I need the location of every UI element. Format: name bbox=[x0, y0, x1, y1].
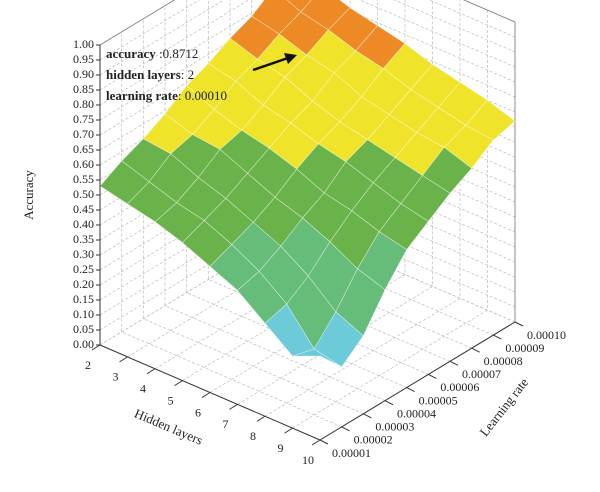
y-axis-title: Learning rate bbox=[476, 375, 531, 439]
z-tick-label: 0.30 bbox=[73, 247, 94, 261]
z-tick-label: 0.80 bbox=[73, 97, 94, 111]
z-tick-label: 0.05 bbox=[73, 322, 94, 336]
tick-mark bbox=[174, 380, 183, 387]
tick-mark bbox=[91, 344, 101, 351]
x-tick-label: 8 bbox=[250, 429, 256, 443]
tick-mark bbox=[514, 321, 524, 327]
tick-mark bbox=[146, 368, 156, 375]
x-tick-label: 6 bbox=[195, 405, 201, 419]
x-tick-label: 3 bbox=[113, 370, 119, 384]
tick-mark bbox=[284, 427, 293, 434]
y-tick-label: 0.00005 bbox=[419, 393, 458, 407]
grid-line bbox=[99, 0, 516, 61]
grid-line bbox=[99, 0, 516, 76]
surface bbox=[99, 0, 516, 368]
y-tick-label: 0.00007 bbox=[462, 367, 501, 381]
z-axis-title: Accuracy bbox=[21, 170, 36, 220]
z-tick-label: 0.00 bbox=[73, 337, 94, 351]
grid-line bbox=[99, 0, 516, 106]
z-tick-label: 0.55 bbox=[73, 172, 94, 186]
z-tick-label: 0.50 bbox=[73, 187, 94, 201]
y-tick-label: 0.00006 bbox=[440, 380, 479, 394]
box-edge bbox=[463, 0, 516, 23]
tick-mark bbox=[493, 334, 502, 340]
z-tick-label: 0.20 bbox=[73, 277, 94, 291]
annotation-line: hidden layers: 2 bbox=[106, 67, 194, 82]
tick-mark bbox=[201, 392, 211, 398]
annotation: accuracy :0.8712 hidden layers: 2 learni… bbox=[106, 46, 297, 103]
annotation-label: learning rate bbox=[106, 88, 178, 103]
y-tick-label: 0.00010 bbox=[527, 328, 566, 342]
annotation-label: hidden layers bbox=[106, 67, 181, 82]
tick-mark bbox=[341, 426, 350, 432]
z-tick-label: 0.15 bbox=[73, 292, 94, 306]
z-tick-label: 0.35 bbox=[73, 232, 94, 246]
axis-line bbox=[319, 321, 516, 441]
box-edge bbox=[99, 0, 176, 46]
z-tick-label: 0.45 bbox=[73, 202, 94, 216]
z-tick-label: 1.00 bbox=[73, 37, 94, 51]
y-tick-label: 0.00008 bbox=[484, 354, 523, 368]
annotation-value: : 2 bbox=[181, 67, 194, 82]
y-tick-label: 0.00004 bbox=[397, 406, 436, 420]
grid-line bbox=[99, 0, 516, 91]
z-tick-label: 0.95 bbox=[73, 52, 94, 66]
tick-mark bbox=[384, 400, 394, 406]
tick-mark bbox=[428, 373, 437, 379]
z-tick-label: 0.90 bbox=[73, 67, 94, 81]
tick-mark bbox=[119, 356, 128, 363]
annotation-line: accuracy :0.8712 bbox=[106, 46, 198, 61]
annotation-line: learning rate: 0.00010 bbox=[106, 88, 227, 103]
surface-patch bbox=[292, 348, 343, 368]
x-tick-label: 9 bbox=[278, 441, 284, 455]
y-tick-label: 0.00001 bbox=[332, 446, 371, 460]
x-tick-label: 7 bbox=[223, 417, 229, 431]
x-tick-label: 10 bbox=[302, 453, 314, 467]
tick-mark bbox=[471, 347, 480, 353]
z-tick-label: 0.60 bbox=[73, 157, 94, 171]
z-tick-label: 0.40 bbox=[73, 217, 94, 231]
z-tick-label: 0.70 bbox=[73, 127, 94, 141]
z-tick-label: 0.85 bbox=[73, 82, 94, 96]
y-tick-label: 0.00002 bbox=[354, 433, 393, 447]
z-tick-label: 0.25 bbox=[73, 262, 94, 276]
x-tick-label: 5 bbox=[168, 393, 174, 407]
tick-mark bbox=[449, 360, 459, 366]
axes: 0.000.050.100.150.200.250.300.350.400.45… bbox=[73, 37, 566, 467]
annotation-value: : 0.00010 bbox=[178, 88, 227, 103]
tick-mark bbox=[363, 413, 372, 419]
z-tick-label: 0.10 bbox=[73, 307, 94, 321]
annotation-arrow bbox=[252, 56, 289, 72]
annotation-value: :0.8712 bbox=[156, 46, 199, 61]
z-tick-label: 0.75 bbox=[73, 112, 94, 126]
annotation-arrowhead bbox=[284, 53, 297, 64]
tick-mark bbox=[311, 439, 321, 446]
tick-mark bbox=[319, 439, 329, 445]
tick-mark bbox=[229, 403, 238, 410]
tick-mark bbox=[256, 415, 266, 422]
x-tick-label: 4 bbox=[140, 382, 146, 396]
y-tick-label: 0.00009 bbox=[505, 341, 544, 355]
z-tick-label: 0.65 bbox=[73, 142, 94, 156]
x-tick-label: 2 bbox=[85, 358, 91, 372]
y-tick-label: 0.00003 bbox=[375, 420, 414, 434]
tick-mark bbox=[406, 387, 415, 393]
annotation-label: accuracy bbox=[106, 46, 156, 61]
